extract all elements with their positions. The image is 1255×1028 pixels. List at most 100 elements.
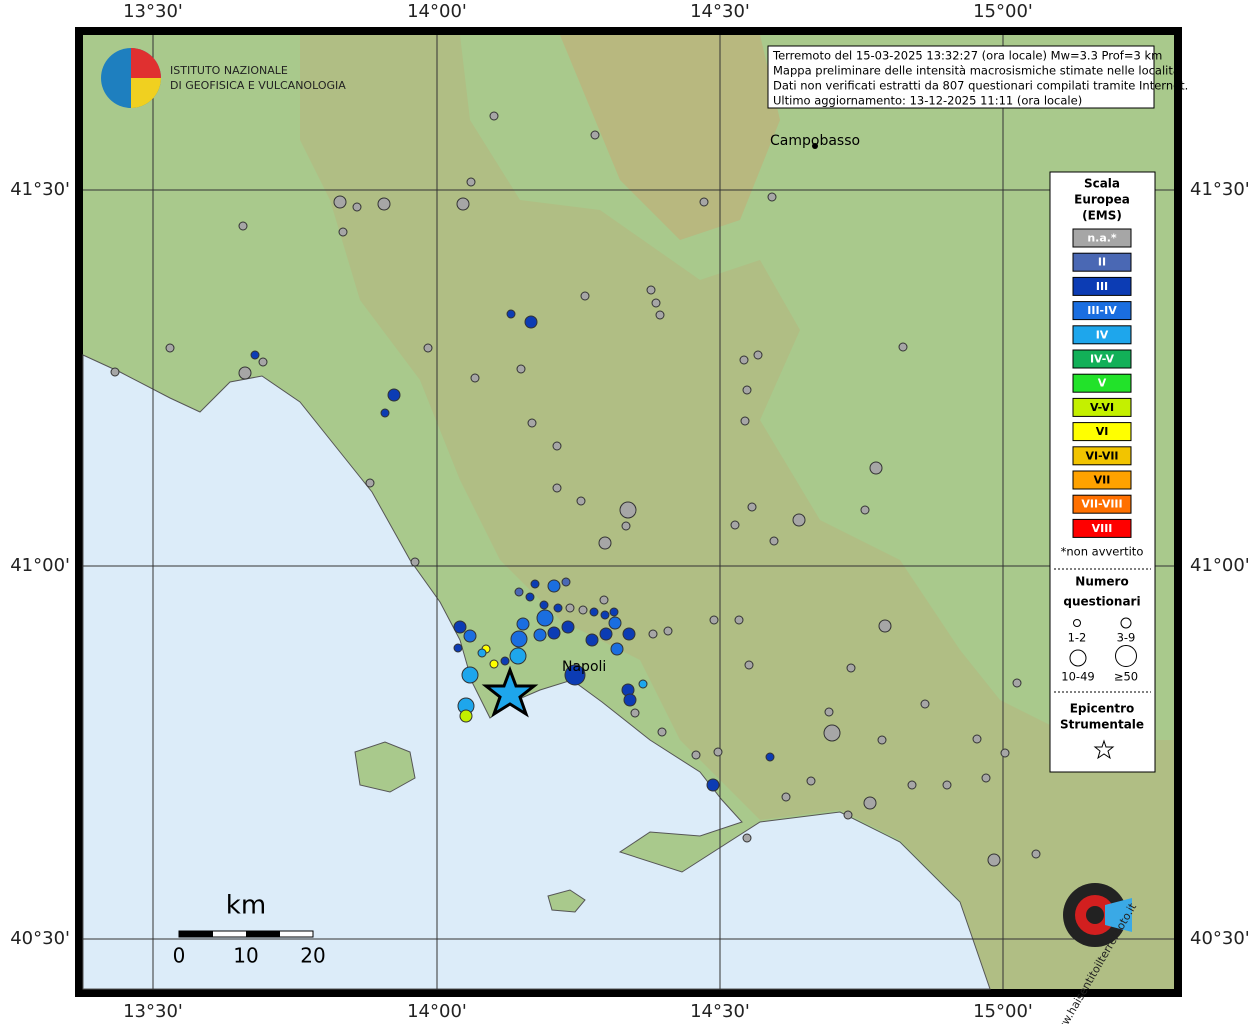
- observation: [258, 357, 268, 367]
- legend-title: Scala: [1084, 177, 1120, 191]
- observation: [663, 626, 673, 636]
- lat-label: 41°00': [10, 555, 70, 576]
- observation: [539, 600, 549, 610]
- observation: [619, 501, 637, 519]
- observation: [377, 197, 391, 211]
- observation: [846, 663, 856, 673]
- observation: [456, 197, 470, 211]
- observation: [338, 227, 348, 237]
- legend-size: [1120, 617, 1132, 629]
- observations: [110, 111, 1041, 867]
- observation: [651, 298, 661, 308]
- observation: [610, 642, 624, 656]
- observation: [561, 577, 571, 587]
- logo: ISTITUTO NAZIONALE DI GEOFISICA E VULCAN…: [101, 48, 346, 108]
- legend-swatch: [1072, 325, 1132, 345]
- legend-label: n.a.*: [1087, 232, 1117, 245]
- lat-label: 40°30': [1190, 928, 1250, 949]
- observation: [972, 734, 982, 744]
- legend-size: [1073, 619, 1081, 627]
- observation: [459, 709, 473, 723]
- place-label: Campobasso: [770, 133, 860, 149]
- observation: [823, 724, 841, 742]
- lat-label: 41°30': [1190, 179, 1250, 200]
- observation: [638, 679, 648, 689]
- scale-bar: [179, 931, 213, 937]
- observation: [878, 619, 892, 633]
- legend-label: II: [1098, 256, 1106, 269]
- observation: [824, 707, 834, 717]
- observation: [765, 752, 775, 762]
- legend-swatch: [1072, 349, 1132, 369]
- observation: [500, 656, 510, 666]
- observation: [576, 496, 586, 506]
- observation: [744, 660, 754, 670]
- observation: [547, 626, 561, 640]
- observation: [792, 513, 806, 527]
- legend-swatch: [1072, 252, 1132, 272]
- observation: [608, 616, 622, 630]
- legend-label: III: [1096, 280, 1108, 293]
- legend-size-label: 3-9: [1117, 631, 1136, 645]
- observation: [238, 221, 248, 231]
- relief: [560, 35, 780, 240]
- observation: [561, 620, 575, 634]
- observation: [706, 778, 720, 792]
- legend-label: VI: [1096, 425, 1109, 438]
- lon-label: 13°30': [123, 1, 183, 22]
- observation: [552, 483, 562, 493]
- observation: [530, 579, 540, 589]
- observation: [1012, 678, 1022, 688]
- observation: [470, 373, 480, 383]
- observation: [453, 620, 467, 634]
- observation: [510, 630, 528, 648]
- observation: [742, 833, 752, 843]
- observation: [365, 478, 375, 488]
- observation: [506, 309, 516, 319]
- observation: [250, 350, 260, 360]
- legend-label: IV-V: [1090, 353, 1115, 366]
- observation: [590, 130, 600, 140]
- legend-swatch: [1072, 228, 1132, 248]
- lon-label: 14°00': [407, 1001, 467, 1022]
- observation: [740, 416, 750, 426]
- info-line: Dati non verificati estratti da 807 ques…: [773, 79, 1188, 93]
- observation: [781, 792, 791, 802]
- legend-size-label: 10-49: [1061, 670, 1094, 684]
- legend-star: [1093, 739, 1115, 760]
- observation: [552, 441, 562, 451]
- lon-label: 14°30': [690, 1001, 750, 1022]
- legend-swatch: [1072, 301, 1132, 321]
- logo-globe: [131, 78, 161, 108]
- observation: [514, 587, 524, 597]
- legend-label: VI-VII: [1085, 449, 1118, 462]
- observation: [713, 747, 723, 757]
- observation: [525, 592, 535, 602]
- legend-size: [1115, 645, 1137, 667]
- observation: [609, 607, 619, 617]
- observation: [599, 627, 613, 641]
- observation: [769, 536, 779, 546]
- observation: [352, 202, 362, 212]
- observation: [489, 659, 499, 669]
- legend-title: questionari: [1063, 595, 1140, 609]
- watermark-icon: [1086, 906, 1104, 924]
- observation: [589, 607, 599, 617]
- observation: [585, 633, 599, 647]
- scale-bar: km: [178, 891, 314, 938]
- island: [354, 741, 416, 793]
- observation: [387, 388, 401, 402]
- observation: [553, 603, 563, 613]
- observation: [599, 595, 609, 605]
- observation: [536, 609, 554, 627]
- info-line: Ultimo aggiornamento: 13-12-2025 11:11 (…: [773, 94, 1082, 108]
- epicenter: [481, 665, 539, 718]
- legend-note: *non avvertito: [1061, 545, 1144, 559]
- observation: [648, 629, 658, 639]
- observation: [621, 521, 631, 531]
- legend-title: Europea: [1074, 193, 1130, 207]
- observation: [509, 647, 527, 665]
- observation: [898, 342, 908, 352]
- observation: [238, 366, 252, 380]
- legend-label: V-VI: [1090, 401, 1114, 414]
